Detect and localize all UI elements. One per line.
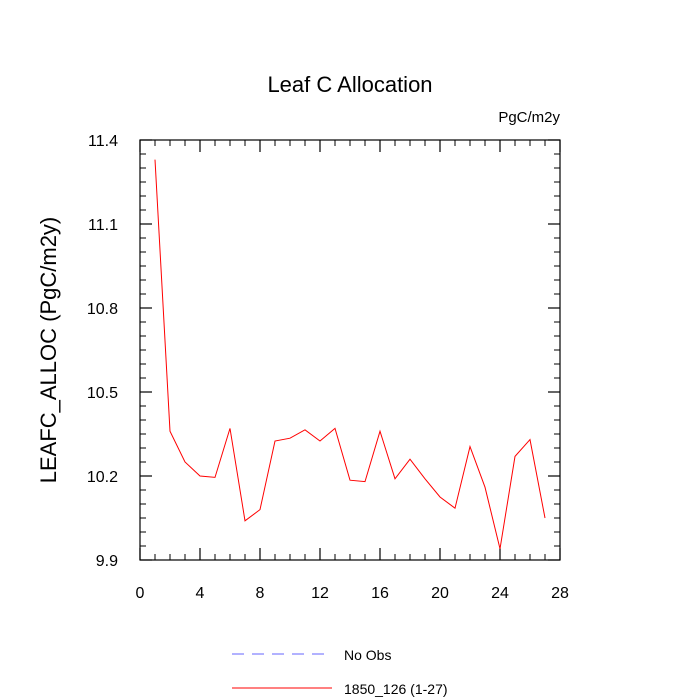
x-tick-label: 4 [196, 585, 205, 602]
y-tick-label: 10.8 [87, 301, 118, 318]
x-tick-label: 12 [311, 585, 329, 602]
y-tick-label: 10.2 [87, 469, 118, 486]
x-tick-label: 0 [136, 585, 145, 602]
legend: No Obs 1850_126 (1-27) [232, 647, 448, 697]
chart-title: Leaf C Allocation [267, 72, 432, 97]
plot-area: 0 4 8 12 16 20 24 28 9.9 10.2 10.5 10.8 11.1 11.4 [87, 133, 569, 602]
y-tick-label: 11.4 [88, 133, 118, 150]
x-tick-label: 24 [491, 585, 509, 602]
units-label: PgC/m2y [498, 109, 560, 126]
plot-frame [139, 139, 561, 561]
series-line [154, 159, 546, 549]
x-tick-label: 20 [431, 585, 449, 602]
y-tick-label: 10.5 [87, 385, 118, 402]
y-tick-label: 11.1 [88, 217, 118, 234]
legend-label: No Obs [344, 647, 391, 663]
legend-label: 1850_126 (1-27) [344, 681, 448, 697]
x-tick-label: 28 [551, 585, 569, 602]
y-axis-label: LEAFC_ALLOC (PgC/m2y) [36, 217, 61, 484]
x-tick-label: 8 [256, 585, 265, 602]
y-tick-label: 9.9 [96, 553, 118, 570]
x-tick-label: 16 [371, 585, 389, 602]
